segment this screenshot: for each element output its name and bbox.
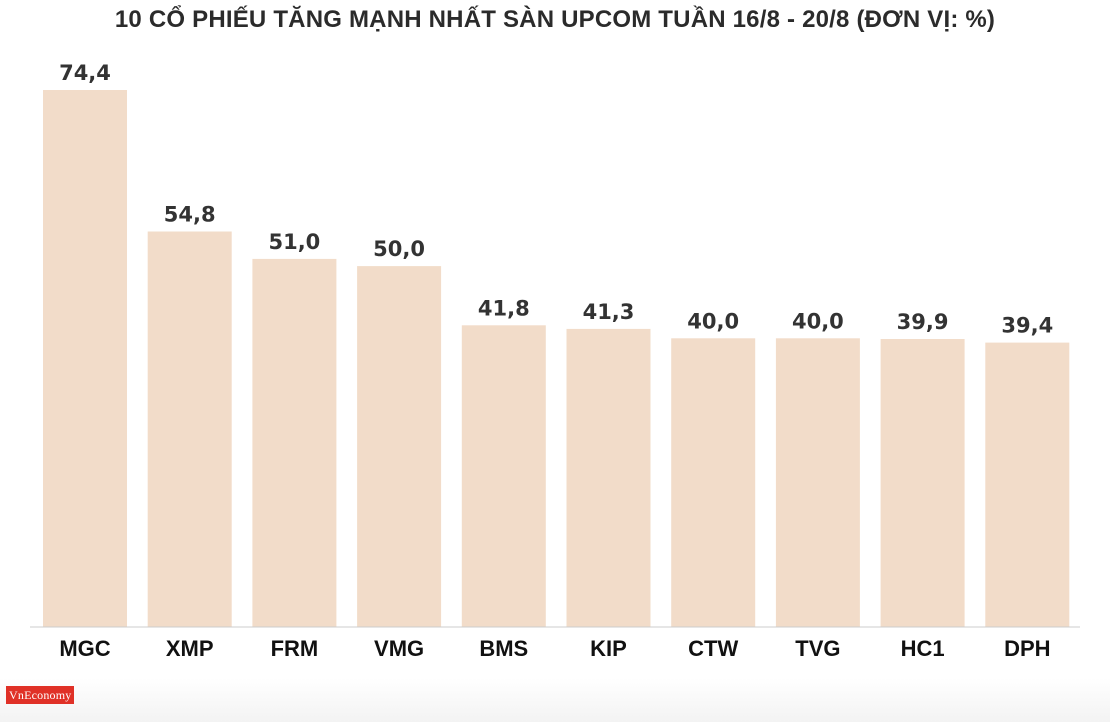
labels-layer: 74,4 MGC 54,8 XMP 51,0 FRM 50,0 VMG 41,8 BMS 41,3 K…	[59, 61, 1053, 661]
category-label-ctw: CTW	[688, 636, 738, 661]
category-label-kip: KIP	[590, 636, 627, 661]
category-label-xmp: XMP	[166, 636, 214, 661]
value-label-xmp: 54,8	[164, 203, 216, 227]
bars-layer	[43, 90, 1070, 627]
bar-ctw	[671, 338, 756, 627]
category-label-vmg: VMG	[374, 636, 424, 661]
bar-dph	[985, 342, 1070, 627]
bar-hc1	[880, 339, 965, 627]
bar-frm	[252, 258, 337, 627]
category-label-dph: DPH	[1004, 636, 1050, 661]
brand-logo: VnEconomy	[6, 686, 75, 704]
value-label-ctw: 40,0	[687, 309, 739, 333]
value-label-hc1: 39,9	[897, 310, 949, 334]
bar-tvg	[775, 338, 860, 627]
category-label-mgc: MGC	[59, 636, 110, 661]
bar-xmp	[147, 231, 232, 627]
bar-kip	[566, 328, 651, 627]
value-label-kip: 41,3	[583, 300, 635, 324]
value-label-vmg: 50,0	[373, 237, 425, 261]
value-label-mgc: 74,4	[59, 61, 111, 85]
value-label-dph: 39,4	[1001, 314, 1053, 338]
category-label-frm: FRM	[271, 636, 319, 661]
category-label-tvg: TVG	[795, 636, 840, 661]
bar-bms	[461, 325, 546, 627]
value-label-tvg: 40,0	[792, 309, 844, 333]
footer-strip	[0, 678, 1110, 722]
category-label-bms: BMS	[479, 636, 528, 661]
category-label-hc1: HC1	[901, 636, 945, 661]
bar-mgc	[43, 90, 127, 627]
value-label-bms: 41,8	[478, 296, 530, 320]
chart-title: 10 CỔ PHIẾU TĂNG MẠNH NHẤT SÀN UPCOM TUẦ…	[114, 6, 996, 33]
value-label-frm: 51,0	[268, 230, 320, 254]
bar-vmg	[357, 266, 442, 627]
